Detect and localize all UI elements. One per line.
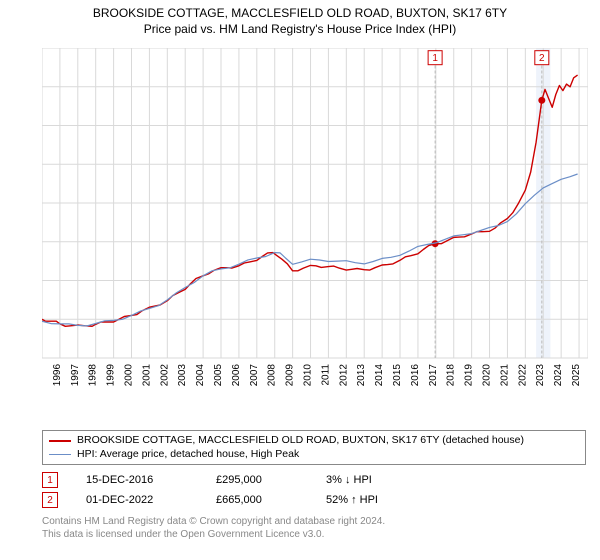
svg-text:2022: 2022 <box>517 364 528 387</box>
legend-item: BROOKSIDE COTTAGE, MACCLESFIELD OLD ROAD… <box>49 434 579 448</box>
transactions-table: 1 15-DEC-2016 £295,000 3% ↓ HPI 2 01-DEC… <box>42 470 586 510</box>
svg-text:2016: 2016 <box>410 364 421 387</box>
transaction-delta: 3% ↓ HPI <box>326 474 372 486</box>
svg-text:1998: 1998 <box>88 364 99 387</box>
svg-text:2: 2 <box>539 53 545 64</box>
legend-label: HPI: Average price, detached house, High… <box>77 448 299 462</box>
svg-text:2009: 2009 <box>285 364 296 387</box>
svg-text:2001: 2001 <box>141 364 152 387</box>
transaction-row: 2 01-DEC-2022 £665,000 52% ↑ HPI <box>42 490 586 510</box>
svg-text:1995: 1995 <box>42 364 45 387</box>
svg-text:2021: 2021 <box>499 364 510 387</box>
svg-text:2023: 2023 <box>535 364 546 387</box>
svg-text:1: 1 <box>432 53 438 64</box>
svg-text:2012: 2012 <box>338 364 349 387</box>
svg-text:2020: 2020 <box>482 364 493 387</box>
svg-text:2004: 2004 <box>195 364 206 387</box>
svg-text:2003: 2003 <box>177 364 188 387</box>
legend-item: HPI: Average price, detached house, High… <box>49 448 579 462</box>
transaction-date: 15-DEC-2016 <box>86 474 216 486</box>
svg-text:2007: 2007 <box>249 364 260 387</box>
transaction-date: 01-DEC-2022 <box>86 494 216 506</box>
svg-text:2000: 2000 <box>124 364 135 387</box>
svg-text:1996: 1996 <box>52 364 63 387</box>
svg-text:1997: 1997 <box>70 364 81 387</box>
legend-swatch <box>49 454 71 455</box>
svg-text:2006: 2006 <box>231 364 242 387</box>
svg-text:2013: 2013 <box>356 364 367 387</box>
svg-text:2024: 2024 <box>553 364 564 387</box>
svg-text:2019: 2019 <box>464 364 475 387</box>
svg-text:2017: 2017 <box>428 364 439 387</box>
svg-text:2010: 2010 <box>303 364 314 387</box>
svg-text:2015: 2015 <box>392 364 403 387</box>
transaction-number: 2 <box>47 495 53 506</box>
svg-text:2008: 2008 <box>267 364 278 387</box>
title-line1: BROOKSIDE COTTAGE, MACCLESFIELD OLD ROAD… <box>0 6 600 20</box>
chart-container: BROOKSIDE COTTAGE, MACCLESFIELD OLD ROAD… <box>0 0 600 560</box>
title-line2: Price paid vs. HM Land Registry's House … <box>0 22 600 36</box>
transaction-delta: 52% ↑ HPI <box>326 494 378 506</box>
legend: BROOKSIDE COTTAGE, MACCLESFIELD OLD ROAD… <box>42 430 586 465</box>
footer-line1: Contains HM Land Registry data © Crown c… <box>42 516 385 529</box>
footer-attribution: Contains HM Land Registry data © Crown c… <box>42 516 385 541</box>
transaction-price: £295,000 <box>216 474 326 486</box>
legend-label: BROOKSIDE COTTAGE, MACCLESFIELD OLD ROAD… <box>77 434 524 448</box>
transaction-number: 1 <box>47 475 53 486</box>
transaction-row: 1 15-DEC-2016 £295,000 3% ↓ HPI <box>42 470 586 490</box>
svg-text:2014: 2014 <box>374 364 385 387</box>
transaction-badge: 2 <box>42 492 58 508</box>
transaction-badge: 1 <box>42 472 58 488</box>
svg-text:1999: 1999 <box>106 364 117 387</box>
svg-text:2011: 2011 <box>320 364 331 386</box>
footer-line2: This data is licensed under the Open Gov… <box>42 529 385 542</box>
svg-text:2018: 2018 <box>446 364 457 387</box>
svg-text:2002: 2002 <box>159 364 170 387</box>
svg-text:2005: 2005 <box>213 364 224 387</box>
title-block: BROOKSIDE COTTAGE, MACCLESFIELD OLD ROAD… <box>0 0 600 36</box>
line-chart: £0£100K£200K£300K£400K£500K£600K£700K£80… <box>42 48 588 392</box>
svg-text:2025: 2025 <box>571 364 582 387</box>
transaction-price: £665,000 <box>216 494 326 506</box>
legend-swatch <box>49 440 71 442</box>
